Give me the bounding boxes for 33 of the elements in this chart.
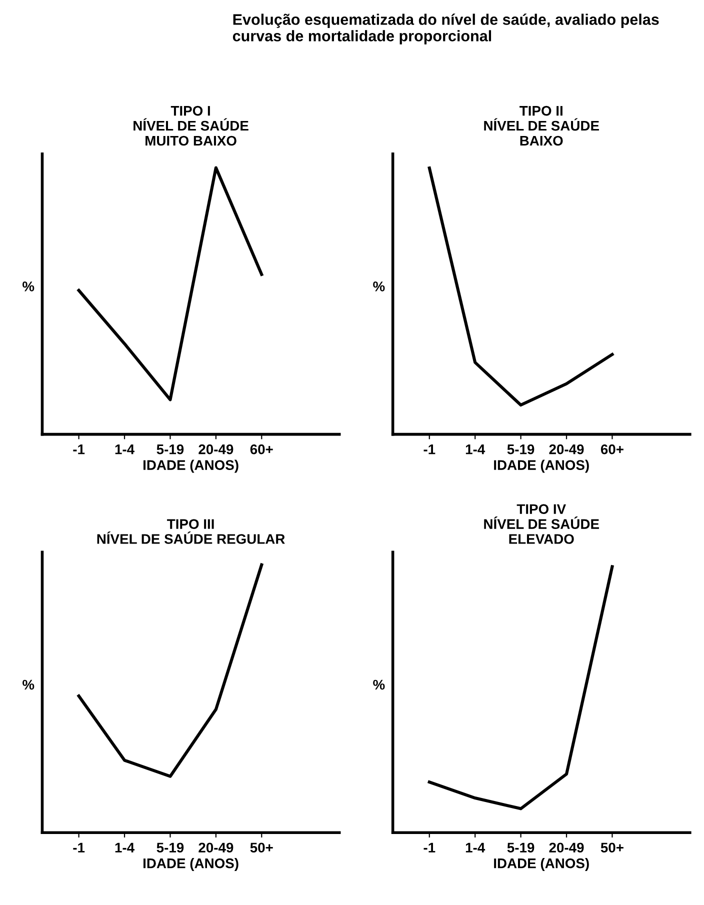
chart-title: TIPO IV NÍVEL DE SAÚDE ELEVADO [484, 504, 599, 544]
x-tick-label: -1 [73, 842, 85, 852]
x-tick-label: 5-19 [156, 444, 184, 454]
x-tick-label: 20-49 [549, 842, 584, 853]
x-tick-label: 50+ [600, 842, 624, 853]
x-axis-title: IDADE (ANOS) [143, 858, 238, 871]
x-tick-label: 1-4 [466, 444, 486, 454]
x-tick-label: 20-49 [198, 842, 234, 853]
x-axis-title: IDADE (ANOS) [143, 460, 238, 473]
x-tick-label: -1 [424, 842, 436, 852]
x-tick-label: -1 [73, 444, 85, 454]
x-tick-label: 5-19 [507, 444, 534, 454]
x-tick-label: 60+ [250, 444, 273, 454]
text: Evolução esquematizada do nível de saúde, avaliado pelas curvas de mortalidade proporcional [232, 14, 659, 44]
y-axis-title: % [22, 282, 34, 292]
x-tick-label: 50+ [250, 842, 273, 853]
x-tick-label: 5-19 [507, 842, 534, 853]
chart-title: TIPO II NÍVEL DE SAÚDE BAIXO [484, 106, 599, 146]
x-tick-label: 20-49 [549, 444, 584, 454]
y-axis-title: % [373, 680, 385, 690]
x-tick-label: -1 [424, 444, 436, 454]
x-tick-label: 20-49 [198, 444, 234, 454]
x-axis-title: IDADE (ANOS) [494, 460, 589, 473]
chart-title: TIPO III NÍVEL DE SAÚDE REGULAR [97, 519, 285, 544]
chart-title: TIPO I NÍVEL DE SAÚDE MUITO BAIXO [134, 106, 248, 146]
y-axis-title: % [22, 680, 34, 690]
x-axis-title: IDADE (ANOS) [494, 858, 589, 871]
x-tick-label: 5-19 [156, 842, 184, 853]
x-tick-label: 1-4 [466, 842, 486, 852]
x-tick-label: 1-4 [115, 842, 134, 852]
x-tick-label: 60+ [600, 444, 624, 454]
y-axis-title: % [373, 282, 385, 292]
x-tick-label: 1-4 [115, 444, 134, 454]
